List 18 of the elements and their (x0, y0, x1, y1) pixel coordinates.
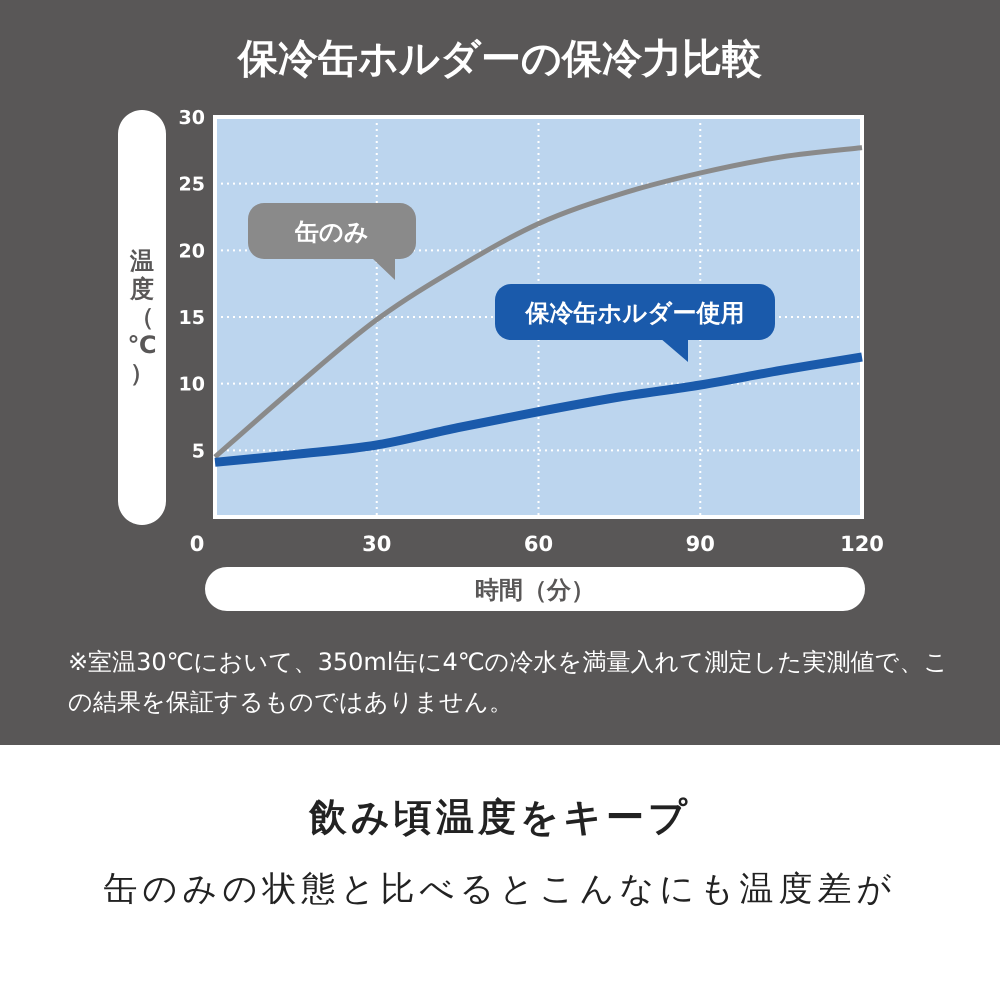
x-tick-label: 30 (362, 532, 392, 556)
y-tick-label: 30 (178, 107, 205, 129)
x-tick-label: 90 (686, 532, 715, 556)
x-axis-title: 時間（分） (475, 576, 595, 604)
text: ※室温30℃において、350ml缶に4℃の冷水を満量入れて測定した実測値で、この結果を保証するものではありません。 (67, 647, 950, 718)
y-tick-label: 5 (192, 440, 205, 462)
y-tick-label: 20 (178, 240, 205, 262)
y-axis-title: 温度（℃） (127, 247, 157, 387)
x-tick-label: 120 (840, 532, 884, 556)
y-tick-label: 15 (178, 307, 205, 329)
text: 飲み頃温度をキープ (308, 794, 692, 841)
y-tick-label: 25 (178, 174, 205, 196)
chart-title: 保冷缶ホルダーの保冷力比較 (236, 36, 762, 82)
y-tick-label: 10 (178, 374, 205, 396)
text: 保冷缶ホルダー使用 (524, 299, 744, 327)
x-tick-label: 60 (524, 532, 554, 556)
text: 缶のみの状態と比べるとこんなにも温度差が (102, 868, 898, 911)
x-tick-label: 0 (190, 532, 204, 556)
